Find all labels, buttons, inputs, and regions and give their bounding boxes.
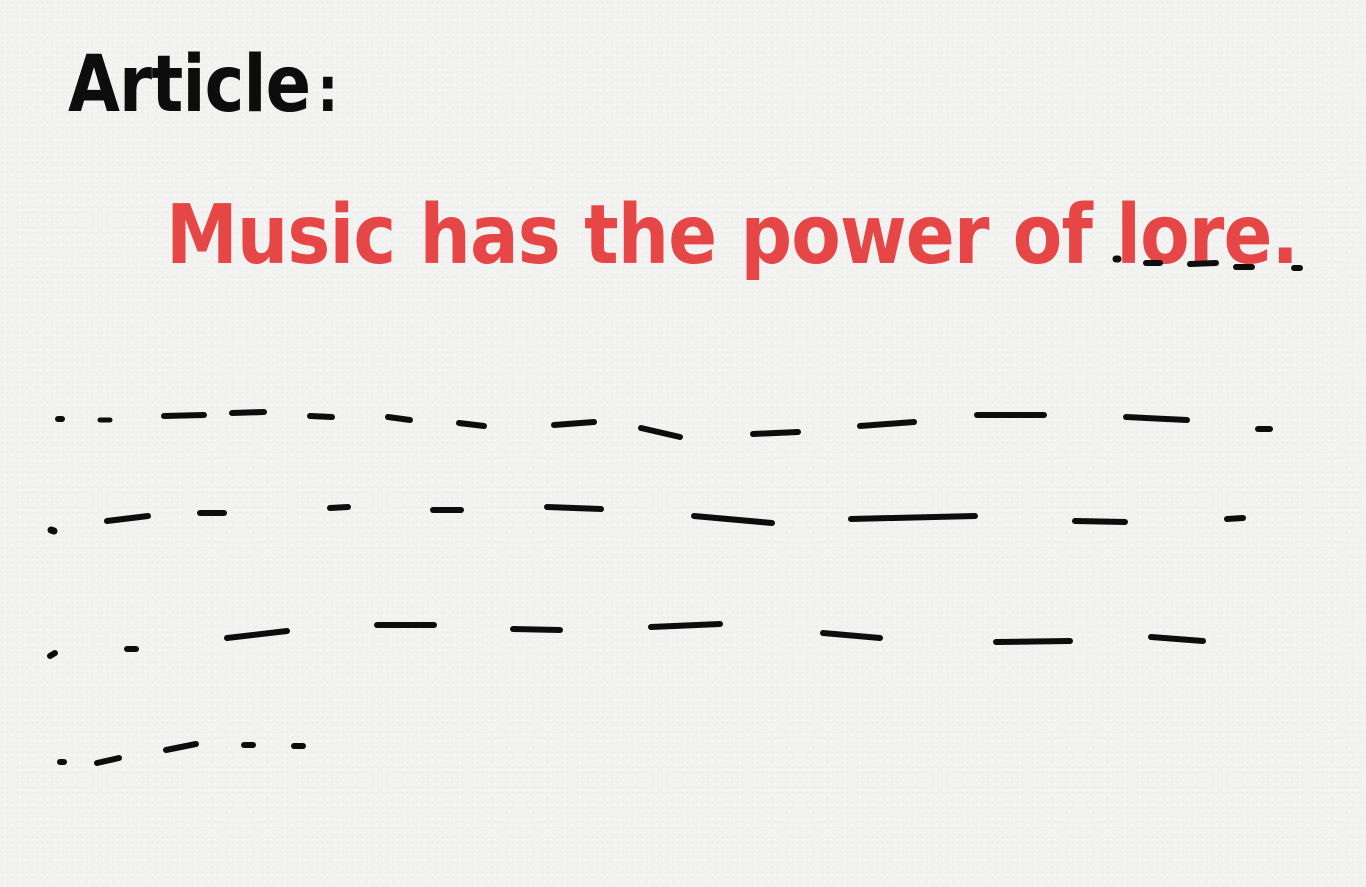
- dash-line-4: [47, 621, 1206, 659]
- dash-mark: [47, 526, 58, 535]
- dash-mark: [1148, 634, 1206, 644]
- article-heading: Article:: [68, 46, 338, 124]
- dash-line-1: [1112, 255, 1303, 271]
- dash-mark: [163, 741, 199, 753]
- dash-line-3: [47, 504, 1246, 535]
- dash-mark: [1072, 518, 1128, 525]
- dash-line-2: [55, 409, 1273, 440]
- article-heading-colon: :: [317, 53, 338, 126]
- dash-mark: [544, 504, 604, 512]
- dash-mark: [510, 626, 563, 633]
- dash-mark: [161, 412, 207, 419]
- article-first-sentence: Music has the power of lore.: [166, 188, 1299, 283]
- dash-mark: [385, 414, 413, 423]
- dash-mark: [551, 419, 597, 428]
- dash-mark: [456, 420, 487, 429]
- dash-line-5: [57, 741, 306, 766]
- dash-mark: [47, 650, 58, 659]
- dash-mark: [327, 504, 351, 511]
- dash-mark: [691, 513, 775, 526]
- dash-mark: [638, 425, 683, 440]
- dash-mark: [993, 638, 1073, 645]
- dash-mark: [1224, 515, 1246, 522]
- dash-mark: [1123, 414, 1190, 423]
- dash-mark: [94, 755, 122, 766]
- dash-mark: [104, 513, 151, 524]
- article-heading-text: Article: [68, 40, 311, 130]
- dash-mark: [648, 621, 723, 630]
- dash-mark: [307, 413, 335, 420]
- dash-mark: [224, 628, 290, 641]
- dash-mark: [1187, 260, 1219, 267]
- dash-mark: [848, 513, 978, 522]
- dash-mark: [857, 419, 917, 429]
- dash-mark: [750, 429, 801, 437]
- dash-mark: [820, 630, 883, 641]
- dash-mark: [229, 409, 267, 416]
